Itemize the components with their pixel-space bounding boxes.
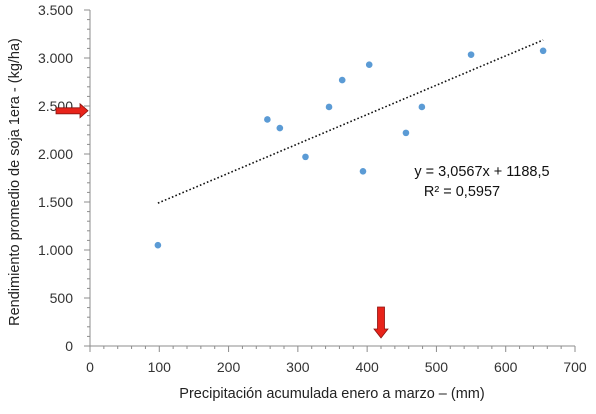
x-tick-label: 600 [494,359,518,375]
data-point [539,47,547,55]
y-tick-label: 500 [50,290,74,306]
x-tick-label: 400 [355,359,379,375]
y-tick-label: 1.500 [38,194,73,210]
x-tick-labels: 0 100 200 300 400 500 600 700 [86,359,587,375]
data-point [302,153,309,161]
data-point [154,241,162,249]
x-tick-label: 700 [563,359,587,375]
x-tick-label: 200 [217,359,241,375]
data-point [359,167,367,175]
r-squared-label: R² = 0,5957 [424,184,500,200]
data-point [418,103,426,111]
y-tick-label: 0 [65,338,73,354]
trendline [157,39,544,204]
trendline-equation: y = 3,0567x + 1188,5 [414,164,549,180]
data-point [467,51,475,58]
reference-arrows [55,102,389,339]
major-ticks [84,9,576,352]
y-tick-label: 3.500 [38,2,73,18]
x-axis-title: Precipitación acumulada enero a marzo – … [179,386,484,402]
data-point [276,124,284,132]
data-point [264,116,271,123]
y-tick-label: 1.000 [38,242,73,258]
x-tick-label: 500 [425,359,449,375]
data-points [154,47,547,249]
y-axis-title: Rendimiento promedio de soja 1era - (kg/… [7,38,23,326]
x-tick-label: 300 [286,359,310,375]
data-point [365,61,373,69]
y-tick-label: 3.000 [38,50,73,66]
x-reference-arrow [373,306,389,339]
y-reference-arrow [55,102,89,119]
y-tick-label: 2.000 [38,146,73,162]
data-point [402,129,410,137]
data-point [325,103,333,111]
data-point [338,76,346,84]
x-tick-label: 0 [86,359,94,375]
x-tick-label: 100 [148,359,172,375]
